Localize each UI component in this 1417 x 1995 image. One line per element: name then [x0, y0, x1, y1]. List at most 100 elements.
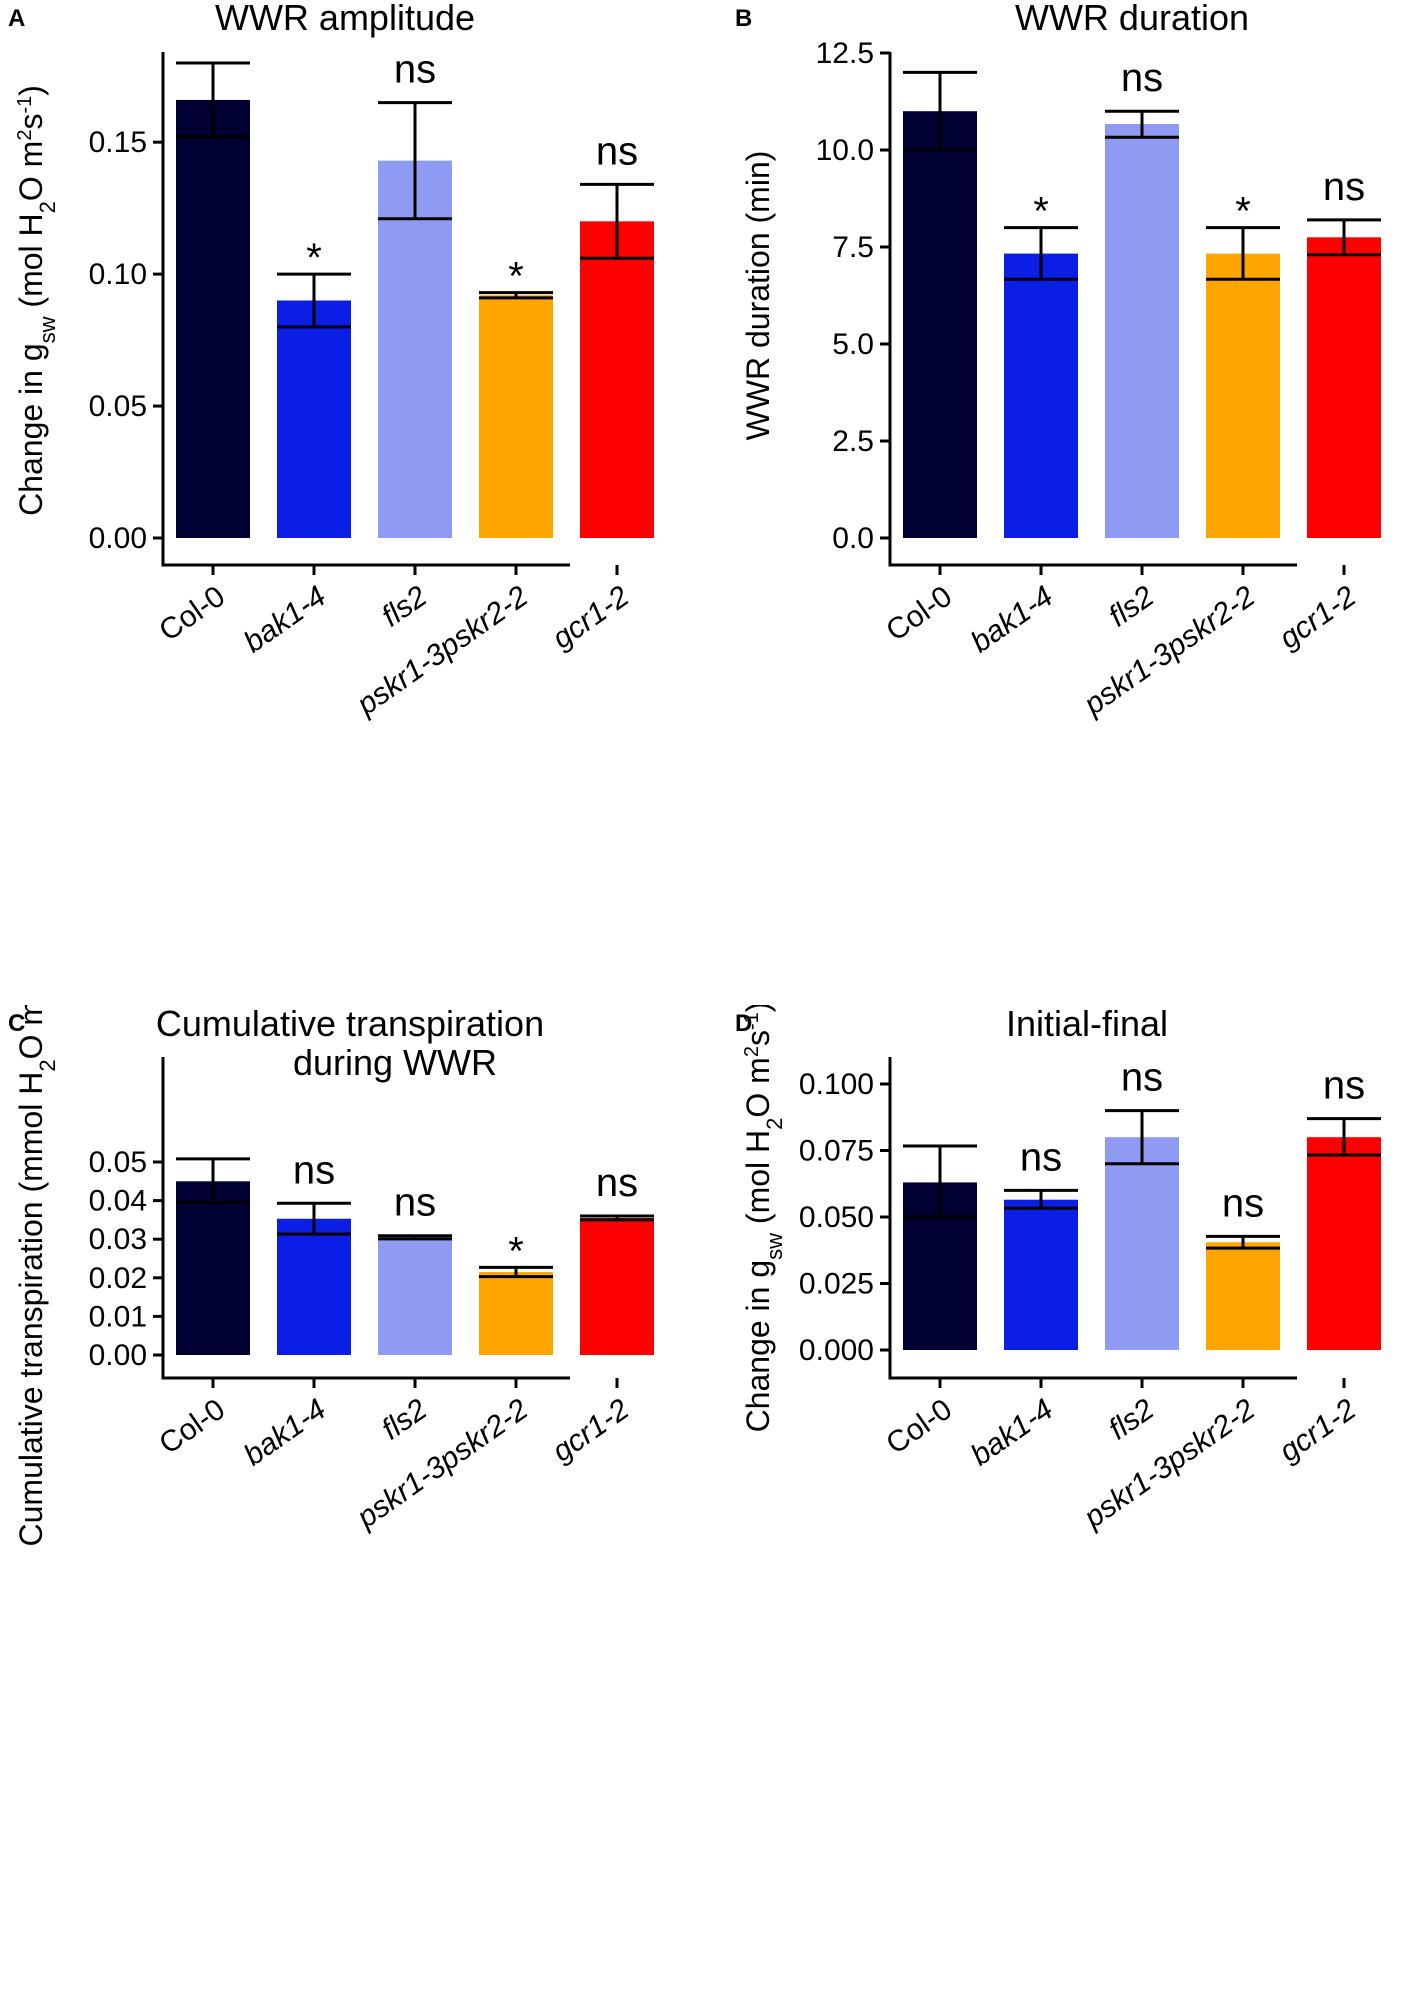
chart-panel-a: A WWR amplitude 0.00 0.05 0.10 0.15 Change in…: [0, 0, 708, 990]
bar-a-3: [378, 160, 452, 538]
significance-label-d-5: ns: [1323, 1064, 1365, 1108]
y-axis-label-d: Change in gsw (mol H2O m2s-1): [740, 1005, 787, 1432]
significance-label-a-2: *: [306, 236, 322, 280]
bar-a-2: [277, 300, 351, 538]
y-tick-label-c: 0.05: [89, 1146, 147, 1179]
chart-panel-b: B WWR duration 0.0 2.5 5.0 7.5 10.0 12.5 WWR du…: [727, 0, 1417, 990]
error-bar-d-5: [1307, 1117, 1381, 1157]
y-axis-label-a: Change in gsw (mol H2O m2s-1): [13, 85, 60, 516]
y-tick-label-b: 10.0: [816, 134, 874, 167]
category-label-d-5: gcr1-2: [1273, 1393, 1362, 1469]
significance-label-b-4: *: [1235, 190, 1251, 234]
y-tick-label-d: 0.050: [799, 1201, 874, 1234]
category-label-c-2: bak1-4: [238, 1393, 332, 1473]
y-tick-label-c: 0.00: [89, 1339, 147, 1372]
error-bar-d-3: [1105, 1109, 1179, 1166]
bar-c-4: [479, 1272, 553, 1355]
error-bar-c-2: [277, 1201, 351, 1236]
significance-label-b-2: *: [1033, 190, 1049, 234]
significance-label-a-5: ns: [596, 129, 638, 173]
category-label-d-1: Col-0: [880, 1393, 958, 1461]
error-bar-b-5: [1307, 218, 1381, 257]
error-bar-c-1: [176, 1157, 250, 1205]
error-bar-d-2: [1004, 1188, 1078, 1210]
category-label-a-5: gcr1-2: [546, 580, 635, 656]
y-tick-label-a: 0.00: [89, 522, 147, 555]
error-bar-a-5: [580, 182, 654, 260]
y-tick-label-d: 0.025: [799, 1268, 874, 1301]
bar-a-1: [176, 99, 250, 538]
bar-b-5: [1307, 237, 1381, 539]
bar-d-3: [1105, 1137, 1179, 1350]
error-bar-c-3: [378, 1234, 452, 1241]
chart-title-c-line-2: during WWR: [293, 1042, 497, 1083]
error-bar-b-4: [1206, 226, 1280, 281]
bar-b-1: [903, 111, 977, 538]
chart-d: D Initial-final 0.000 0.025 0.050 0.075 0.100…: [735, 1005, 1381, 1535]
significance-label-d-4: ns: [1222, 1181, 1264, 1225]
y-tick-label-b: 2.5: [832, 425, 874, 458]
error-bar-c-5: [580, 1214, 654, 1222]
error-bar-b-1: [903, 70, 977, 152]
category-label-b-1: Col-0: [880, 580, 958, 648]
category-label-c-4: pskr1-3pskr2-2: [350, 1393, 534, 1536]
chart-title-a: WWR amplitude: [215, 0, 475, 38]
panel-letter-d: D: [735, 1010, 752, 1037]
bar-c-1: [176, 1181, 250, 1355]
chart-a: A WWR amplitude 0.00 0.05 0.10 0.15 Change in…: [8, 0, 654, 723]
significance-label-b-5: ns: [1323, 165, 1365, 209]
bar-d-4: [1206, 1242, 1280, 1350]
category-label-c-1: Col-0: [153, 1393, 231, 1461]
bar-a-5: [580, 221, 654, 539]
bar-b-3: [1105, 124, 1179, 538]
bar-b-2: [1004, 253, 1078, 538]
significance-label-d-2: ns: [1020, 1135, 1062, 1179]
error-bar-d-1: [903, 1144, 977, 1219]
chart-title-b: WWR duration: [1015, 0, 1249, 38]
y-axis-label-c: Cumulative transpiration (mmol H2O m-2): [13, 1005, 60, 1546]
significance-label-c-5: ns: [596, 1161, 638, 1205]
bar-d-5: [1307, 1137, 1381, 1350]
error-bar-c-4: [479, 1265, 553, 1279]
y-tick-label-d: 0.000: [799, 1334, 874, 1367]
y-tick-label-b: 7.5: [832, 231, 874, 264]
error-bar-a-4: [479, 291, 553, 300]
error-bar-b-3: [1105, 109, 1179, 139]
category-label-a-1: Col-0: [153, 580, 231, 648]
category-label-b-2: bak1-4: [965, 580, 1059, 660]
chart-b: B WWR duration 0.0 2.5 5.0 7.5 10.0 12.5 WWR du…: [735, 0, 1381, 723]
significance-label-c-2: ns: [293, 1148, 335, 1192]
y-tick-label-a: 0.15: [89, 126, 147, 159]
y-tick-label-d: 0.075: [799, 1135, 874, 1168]
category-label-b-3: fls2: [1103, 580, 1160, 634]
category-label-a-4: pskr1-3pskr2-2: [350, 580, 534, 723]
y-tick-label-c: 0.03: [89, 1223, 147, 1256]
y-tick-label-c: 0.01: [89, 1300, 147, 1333]
y-tick-label-c: 0.04: [89, 1185, 147, 1218]
bar-c-2: [277, 1218, 351, 1355]
y-tick-label-a: 0.05: [89, 390, 147, 423]
bar-d-2: [1004, 1199, 1078, 1350]
significance-label-c-4: *: [508, 1229, 524, 1273]
error-bar-a-3: [378, 101, 452, 221]
significance-label-a-4: *: [508, 255, 524, 299]
y-tick-label-b: 12.5: [816, 37, 874, 70]
chart-panel-c: C Cumulative transpiration during WWR 0.00…: [0, 1005, 708, 1995]
panel-letter-b: B: [735, 5, 752, 32]
category-label-c-5: gcr1-2: [546, 1393, 635, 1469]
panel-letter-a: A: [8, 5, 25, 32]
error-bar-a-2: [277, 272, 351, 329]
category-label-d-2: bak1-4: [965, 1393, 1059, 1473]
significance-label-c-3: ns: [394, 1181, 436, 1225]
error-bar-d-4: [1206, 1234, 1280, 1250]
chart-title-d: Initial-final: [1006, 1005, 1168, 1044]
category-label-c-3: fls2: [376, 1393, 433, 1447]
bar-c-5: [580, 1217, 654, 1355]
significance-label-a-3: ns: [394, 48, 436, 92]
category-label-d-3: fls2: [1103, 1393, 1160, 1447]
error-bar-a-1: [176, 61, 250, 139]
bar-c-3: [378, 1237, 452, 1355]
category-label-b-4: pskr1-3pskr2-2: [1077, 580, 1261, 723]
chart-panel-d: D Initial-final 0.000 0.025 0.050 0.075 0.100…: [727, 1005, 1417, 1995]
